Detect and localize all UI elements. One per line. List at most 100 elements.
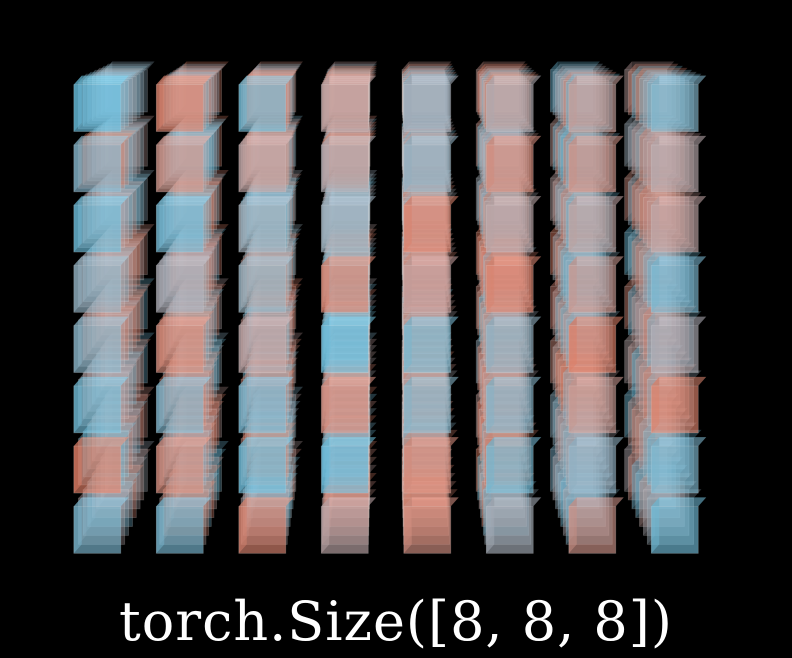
- block-top-face: [403, 73, 458, 83]
- block-top-face: [476, 61, 526, 70]
- block-side-face: [478, 345, 487, 398]
- block-top-face: [402, 69, 456, 79]
- block-front-face: [650, 84, 699, 132]
- block-top-face: [568, 256, 624, 266]
- block-front-face: [568, 385, 617, 434]
- block-top-face: [322, 192, 377, 202]
- block-front-face: [320, 385, 369, 434]
- block-side-face: [628, 173, 636, 225]
- block-side-face: [639, 357, 648, 412]
- block-top-face: [323, 71, 377, 81]
- block-side-face: [552, 228, 561, 280]
- block-side-face: [477, 338, 485, 391]
- block-side-face: [560, 127, 569, 182]
- block-top-face: [631, 65, 683, 75]
- block-side-face: [476, 61, 484, 112]
- block-side-face: [478, 233, 487, 286]
- block-front-face: [403, 505, 452, 554]
- block-side-face: [635, 124, 644, 178]
- block-top-face: [238, 196, 294, 206]
- block-front-face: [485, 204, 534, 253]
- block-top-face: [253, 61, 304, 70]
- block-side-face: [628, 228, 636, 280]
- block-side-face: [480, 408, 488, 461]
- block-top-face: [251, 63, 302, 72]
- block-top-face: [403, 135, 459, 145]
- block-top-face: [403, 192, 458, 202]
- block-side-face: [480, 294, 488, 348]
- block-top-face: [486, 256, 542, 266]
- block-front-face: [155, 144, 204, 193]
- block-side-face: [635, 464, 644, 518]
- block-top-face: [325, 67, 377, 77]
- block-top-face: [249, 65, 301, 75]
- block-top-face: [327, 61, 378, 70]
- block-top-face: [156, 75, 212, 85]
- block-top-face: [156, 316, 212, 326]
- block-top-face: [159, 192, 214, 202]
- block-top-face: [238, 497, 294, 507]
- block-front-face: [403, 325, 452, 374]
- block-top-face: [484, 370, 539, 380]
- block-front-face: [650, 325, 699, 374]
- block-front-face: [485, 325, 534, 374]
- block-side-face: [476, 169, 484, 221]
- block-side-face: [555, 65, 563, 118]
- block-top-face: [321, 376, 377, 386]
- block-top-face: [326, 63, 378, 72]
- block-top-face: [647, 251, 702, 261]
- block-side-face: [477, 118, 485, 170]
- block-top-face: [651, 316, 707, 326]
- block-top-face: [156, 437, 212, 447]
- block-side-face: [639, 127, 648, 182]
- block-top-face: [566, 251, 621, 261]
- block-top-face: [651, 75, 707, 85]
- block-top-face: [403, 130, 457, 140]
- block-side-face: [558, 124, 566, 178]
- block-top-face: [156, 135, 212, 145]
- block-top-face: [321, 75, 377, 85]
- block-side-face: [480, 181, 488, 235]
- block-side-face: [631, 289, 640, 342]
- block-front-face: [73, 325, 122, 374]
- block-top-face: [159, 133, 214, 142]
- block-top-face: [635, 67, 688, 77]
- block-front-face: [568, 264, 617, 313]
- block-top-face: [179, 61, 229, 70]
- block-top-face: [240, 133, 296, 142]
- block-side-face: [643, 305, 652, 361]
- block-front-face: [73, 445, 122, 494]
- block-top-face: [159, 311, 214, 321]
- block-top-face: [156, 497, 212, 507]
- block-top-face: [78, 370, 133, 380]
- block-side-face: [635, 351, 644, 405]
- block-side-face: [639, 300, 648, 354]
- block-front-face: [485, 385, 534, 434]
- block-top-face: [624, 61, 675, 70]
- block-side-face: [477, 283, 485, 335]
- block-top-face: [83, 130, 137, 140]
- block-side-face: [552, 283, 561, 335]
- block-top-face: [240, 370, 296, 380]
- block-top-face: [403, 311, 458, 321]
- block-side-face: [478, 289, 487, 342]
- block-front-face: [403, 264, 452, 313]
- block-side-face: [635, 67, 644, 121]
- block-top-face: [402, 65, 454, 75]
- block-side-face: [635, 408, 644, 461]
- block-top-face: [323, 130, 377, 140]
- block-side-face: [558, 408, 566, 461]
- block-top-face: [247, 67, 300, 77]
- block-front-face: [73, 505, 122, 554]
- block-top-face: [563, 130, 617, 140]
- block-side-face: [555, 345, 563, 398]
- block-top-face: [550, 61, 600, 70]
- block-side-face: [477, 228, 485, 280]
- block-side-face: [624, 61, 632, 112]
- block-side-face: [477, 448, 485, 501]
- block-top-face: [481, 69, 535, 79]
- block-side-face: [631, 233, 640, 286]
- block-top-face: [238, 75, 294, 85]
- block-front-face: [320, 204, 369, 253]
- block-top-face: [156, 256, 212, 266]
